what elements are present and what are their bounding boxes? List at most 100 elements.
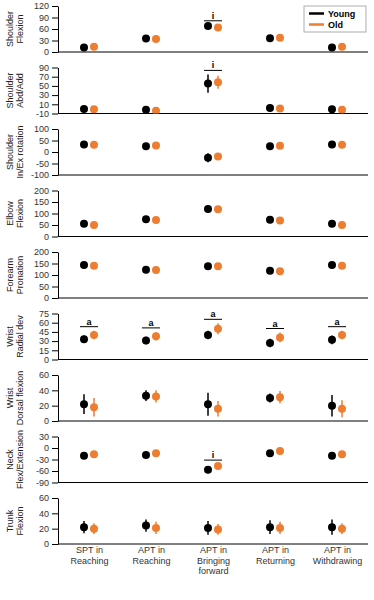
point <box>80 261 88 269</box>
point <box>142 522 150 530</box>
point <box>142 451 150 459</box>
x-axis <box>58 482 368 483</box>
y-axis: 0204060 <box>39 370 59 426</box>
y-tick: 30 <box>39 432 58 442</box>
y-tick-label: 120 <box>34 1 49 11</box>
y-tick-mark <box>52 114 58 115</box>
y-tick-label: 90 <box>39 13 49 23</box>
point <box>328 402 336 410</box>
annotation: i <box>212 450 215 460</box>
panel: 050100150200ElbowFlexion <box>5 186 368 242</box>
y-tick: 40 <box>39 386 58 396</box>
point <box>80 452 88 460</box>
y-tick-label: 50 <box>39 282 49 292</box>
panel: 0306090120ShoulderFlexioniYoungOld <box>5 1 368 57</box>
point <box>152 35 160 43</box>
series <box>90 323 346 342</box>
point <box>80 523 88 531</box>
point <box>328 220 336 228</box>
y-tick: 30 <box>39 90 58 100</box>
x-axis: SPT inReachingAPT inReachingAPT inBringi… <box>58 544 368 576</box>
panel: -90-60-30030NeckFlex/Extensioni <box>5 430 368 489</box>
x-axis-line <box>58 236 368 237</box>
y-tick-label: 0 <box>44 539 49 549</box>
point <box>266 339 274 347</box>
series <box>80 519 336 534</box>
y-tick-mark <box>52 95 58 96</box>
x-axis-line <box>58 113 368 114</box>
y-tick: 30 <box>39 336 58 346</box>
series <box>80 390 336 416</box>
point <box>328 336 336 344</box>
y-axis: 050100150200 <box>34 247 59 303</box>
y-tick-mark <box>52 529 58 530</box>
x-axis <box>58 359 368 360</box>
y-tick: 0 <box>44 147 58 157</box>
y-tick-mark <box>52 483 58 484</box>
x-axis-line <box>58 175 368 176</box>
point <box>338 43 346 51</box>
point <box>338 221 346 229</box>
y-tick-label: 30 <box>39 36 49 46</box>
x-tick-label: APT inWithdrawing <box>313 545 363 565</box>
y-tick: 20 <box>39 401 58 411</box>
plot-area <box>80 205 346 229</box>
point <box>338 141 346 149</box>
y-tick-label: 60 <box>39 24 49 34</box>
point <box>328 140 336 148</box>
y-tick-label: 0 <box>44 355 49 365</box>
y-tick-mark <box>52 41 58 42</box>
point <box>142 142 150 150</box>
y-tick: 50 <box>39 220 58 230</box>
point <box>142 35 150 43</box>
plot-area <box>80 74 346 113</box>
y-tick-label: 30 <box>39 432 49 442</box>
legend: YoungOld <box>304 6 366 32</box>
point <box>142 215 150 223</box>
y-axis-line <box>58 253 59 299</box>
y-tick: 60 <box>39 318 58 328</box>
y-tick-mark <box>52 360 58 361</box>
point <box>338 450 346 458</box>
plot-area <box>80 323 346 347</box>
x-axis-line <box>58 544 368 545</box>
y-tick: 90 <box>39 63 58 73</box>
legend-label: Old <box>328 20 343 30</box>
y-tick-mark <box>52 406 58 407</box>
y-tick: 200 <box>34 247 58 257</box>
y-tick-label: 45 <box>39 327 49 337</box>
y-tick-mark <box>52 77 58 78</box>
point <box>266 216 274 224</box>
point <box>90 141 98 149</box>
y-tick-label: 15 <box>39 346 49 356</box>
x-axis-line <box>58 421 368 422</box>
y-axis: -90-60-30030 <box>36 432 59 488</box>
point <box>90 331 98 339</box>
y-tick-mark <box>52 332 58 333</box>
y-axis-line <box>58 437 59 483</box>
y-tick-mark <box>52 298 58 299</box>
x-axis-line <box>58 359 368 360</box>
y-tick: 40 <box>39 509 58 519</box>
y-tick: -60 <box>36 466 58 476</box>
point <box>80 140 88 148</box>
annotation: a <box>86 317 92 327</box>
y-tick-mark <box>52 513 58 514</box>
y-tick-mark <box>52 237 58 238</box>
annotation: i <box>212 11 215 21</box>
y-tick-label: 150 <box>34 259 49 269</box>
y-tick-mark <box>52 275 58 276</box>
y-tick-label: 75 <box>39 309 49 319</box>
point <box>276 267 284 275</box>
point <box>80 220 88 228</box>
plot-area <box>80 140 346 162</box>
y-tick-mark <box>52 264 58 265</box>
y-tick-label: 0 <box>44 293 49 303</box>
point <box>328 43 336 51</box>
y-tick-mark <box>52 6 58 7</box>
plot-area <box>80 519 346 534</box>
y-axis: 01530456075 <box>39 309 59 365</box>
x-tick: APT inWithdrawing <box>313 544 363 566</box>
y-tick-label: 50 <box>39 136 49 146</box>
y-tick-mark <box>52 29 58 30</box>
